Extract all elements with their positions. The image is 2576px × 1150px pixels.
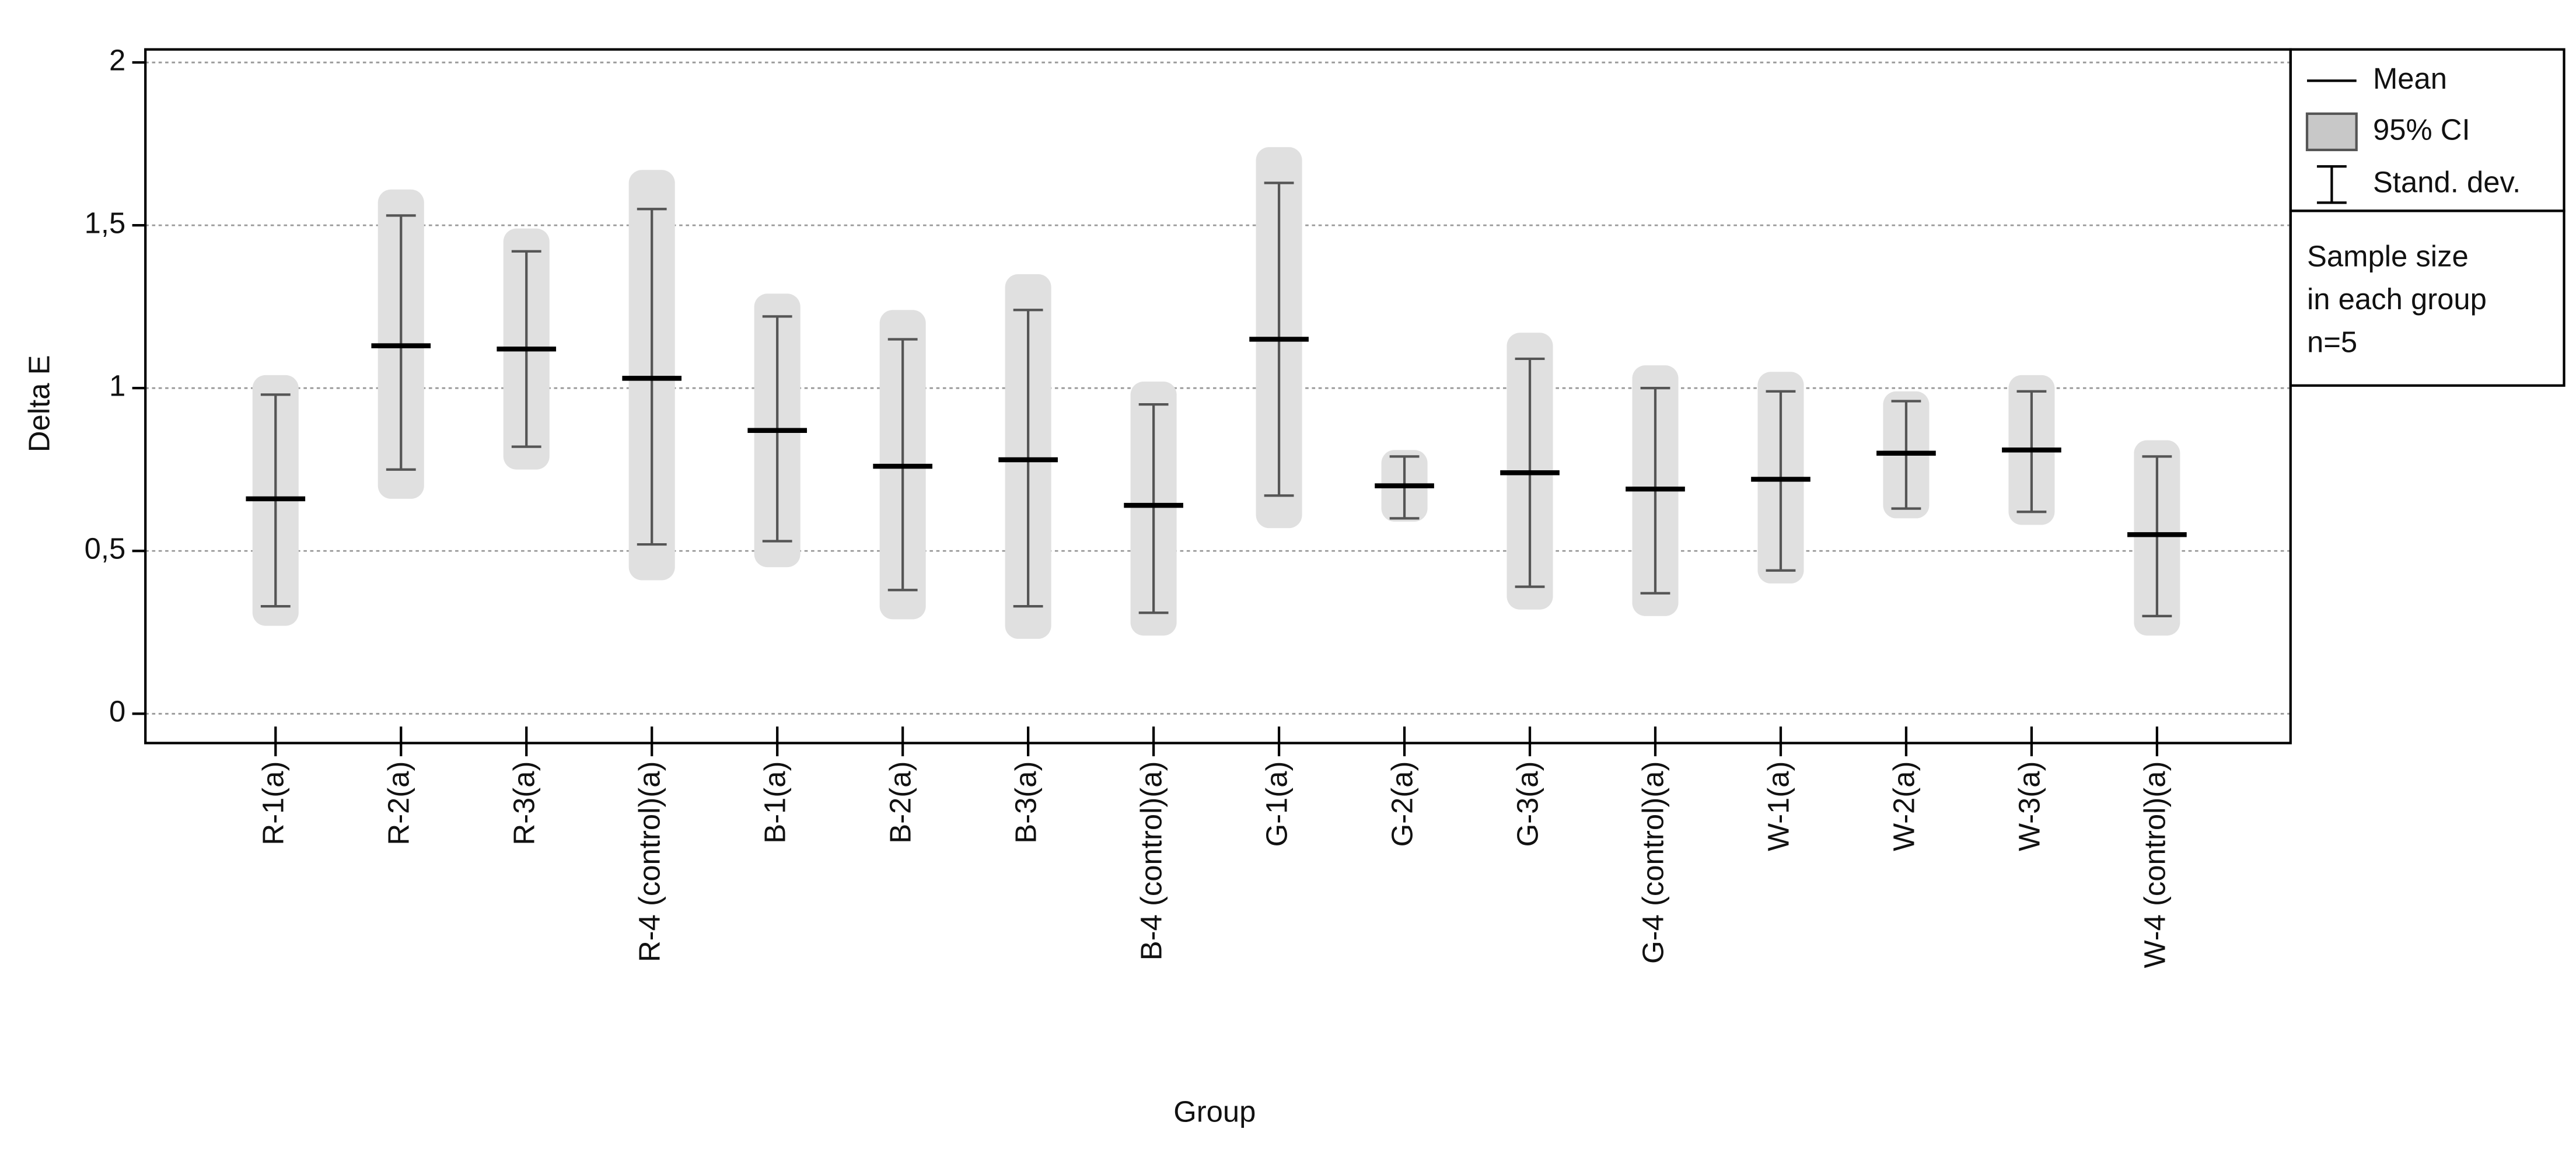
legend-label: Stand. dev. (2373, 166, 2521, 199)
x-tick-label: G-3(a) (1511, 761, 1544, 847)
x-tick-label: B-3(a) (1009, 761, 1043, 844)
x-tick-label: W-2(a) (1887, 761, 1920, 851)
y-tick-label: 0,5 (85, 532, 126, 565)
x-tick-label: G-1(a) (1260, 761, 1294, 847)
legend-label: Mean (2373, 62, 2447, 95)
x-tick-label: B-1(a) (759, 761, 792, 844)
x-tick-label: G-2(a) (1385, 761, 1418, 847)
note-box (2289, 209, 2565, 387)
x-tick-label: W-4 (control)(a) (2138, 761, 2171, 969)
x-tick-label: R-4 (control)(a) (633, 761, 666, 962)
x-tick-label: B-4 (control)(a) (1135, 761, 1168, 961)
note-text: in each group (2307, 282, 2487, 316)
x-axis-label: Group (1173, 1095, 1256, 1128)
x-tick-label: B-2(a) (884, 761, 917, 844)
y-tick-label: 1,5 (85, 207, 126, 240)
y-tick-label: 0 (109, 695, 125, 728)
legend-label: 95% CI (2373, 113, 2470, 146)
plot-frame (144, 48, 2292, 744)
x-tick-label: R-1(a) (257, 761, 290, 845)
y-tick-label: 1 (109, 369, 125, 403)
note-text: Sample size (2307, 240, 2469, 273)
legend-ci-icon (2305, 112, 2358, 152)
x-tick-label: G-4 (control)(a) (1636, 761, 1669, 964)
x-tick-label: R-3(a) (508, 761, 541, 845)
note-text: n=5 (2307, 326, 2357, 359)
y-tick-label: 2 (109, 43, 125, 76)
x-tick-label: R-2(a) (382, 761, 415, 845)
x-tick-label: W-3(a) (2012, 761, 2046, 851)
x-tick-label: W-1(a) (1761, 761, 1795, 851)
y-axis-label: Delta E (23, 355, 56, 453)
